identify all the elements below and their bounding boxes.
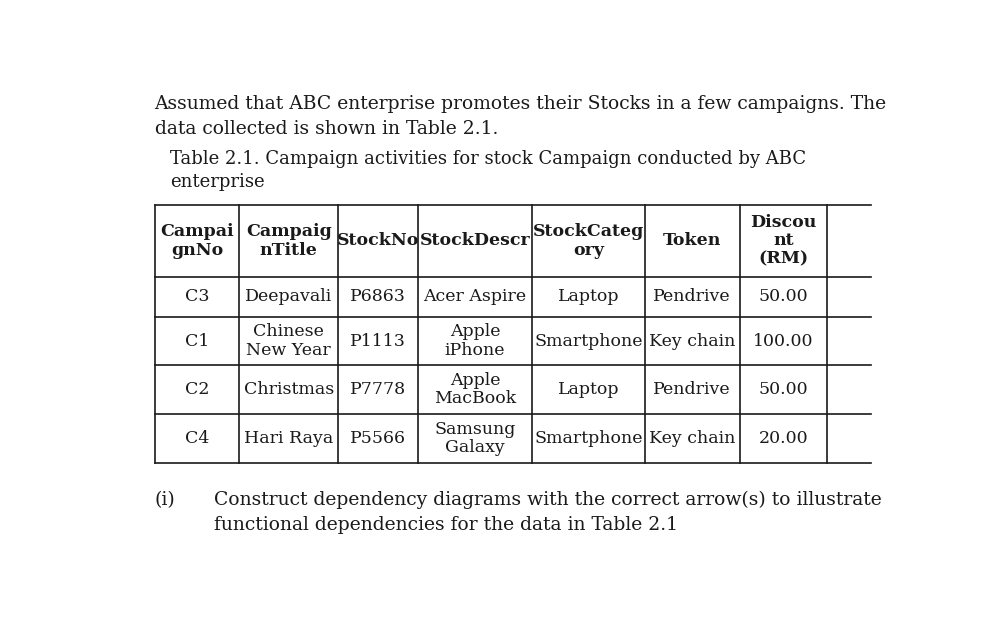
Text: MacBook: MacBook [433,391,517,408]
Text: C2: C2 [184,381,209,398]
Text: StockNo: StockNo [337,233,419,249]
Text: Samsung: Samsung [434,421,516,437]
Text: Chinese: Chinese [253,324,324,340]
Text: New Year: New Year [246,342,331,359]
Text: Galaxy: Galaxy [445,439,505,456]
Text: iPhone: iPhone [444,342,506,359]
Text: Apple: Apple [449,324,500,340]
Text: Apple: Apple [449,372,500,389]
Text: nt: nt [773,233,794,249]
Text: Laptop: Laptop [558,381,619,398]
Text: gnNo: gnNo [171,241,223,258]
Text: C1: C1 [185,332,209,349]
Text: StockCateg: StockCateg [533,223,644,240]
Text: Assumed that ABC enterprise promotes their Stocks in a few campaigns. The: Assumed that ABC enterprise promotes the… [154,95,887,113]
Text: data collected is shown in Table 2.1.: data collected is shown in Table 2.1. [154,119,497,138]
Text: Acer Aspire: Acer Aspire [423,288,527,305]
Text: P5566: P5566 [350,430,406,447]
Text: Deepavali: Deepavali [245,288,332,305]
Text: 20.00: 20.00 [759,430,808,447]
Text: Discou: Discou [750,214,817,231]
Text: Token: Token [663,233,722,249]
Text: Smartphone: Smartphone [534,430,643,447]
Text: Hari Raya: Hari Raya [244,430,333,447]
Text: 50.00: 50.00 [759,381,808,398]
Text: C3: C3 [184,288,209,305]
Text: P7778: P7778 [350,381,406,398]
Text: P1113: P1113 [350,332,406,349]
Text: 100.00: 100.00 [753,332,814,349]
Text: nTitle: nTitle [259,241,317,258]
Text: Pendrive: Pendrive [654,288,731,305]
Text: Campaig: Campaig [246,223,331,240]
Text: functional dependencies for the data in Table 2.1: functional dependencies for the data in … [214,516,679,534]
Text: Christmas: Christmas [243,381,333,398]
Text: Construct dependency diagrams with the correct arrow(s) to illustrate: Construct dependency diagrams with the c… [214,491,882,509]
Text: ory: ory [573,241,604,258]
Text: Table 2.1. Campaign activities for stock Campaign conducted by ABC: Table 2.1. Campaign activities for stock… [170,150,806,168]
Text: Campai: Campai [160,223,233,240]
Text: Smartphone: Smartphone [534,332,643,349]
Text: Key chain: Key chain [649,332,736,349]
Text: Key chain: Key chain [649,430,736,447]
Text: C4: C4 [185,430,209,447]
Text: P6863: P6863 [350,288,406,305]
Text: (i): (i) [154,491,175,509]
Text: Laptop: Laptop [558,288,619,305]
Text: Pendrive: Pendrive [654,381,731,398]
Text: (RM): (RM) [758,251,809,268]
Text: 50.00: 50.00 [759,288,808,305]
Text: StockDescr: StockDescr [419,233,531,249]
Text: enterprise: enterprise [170,173,264,191]
